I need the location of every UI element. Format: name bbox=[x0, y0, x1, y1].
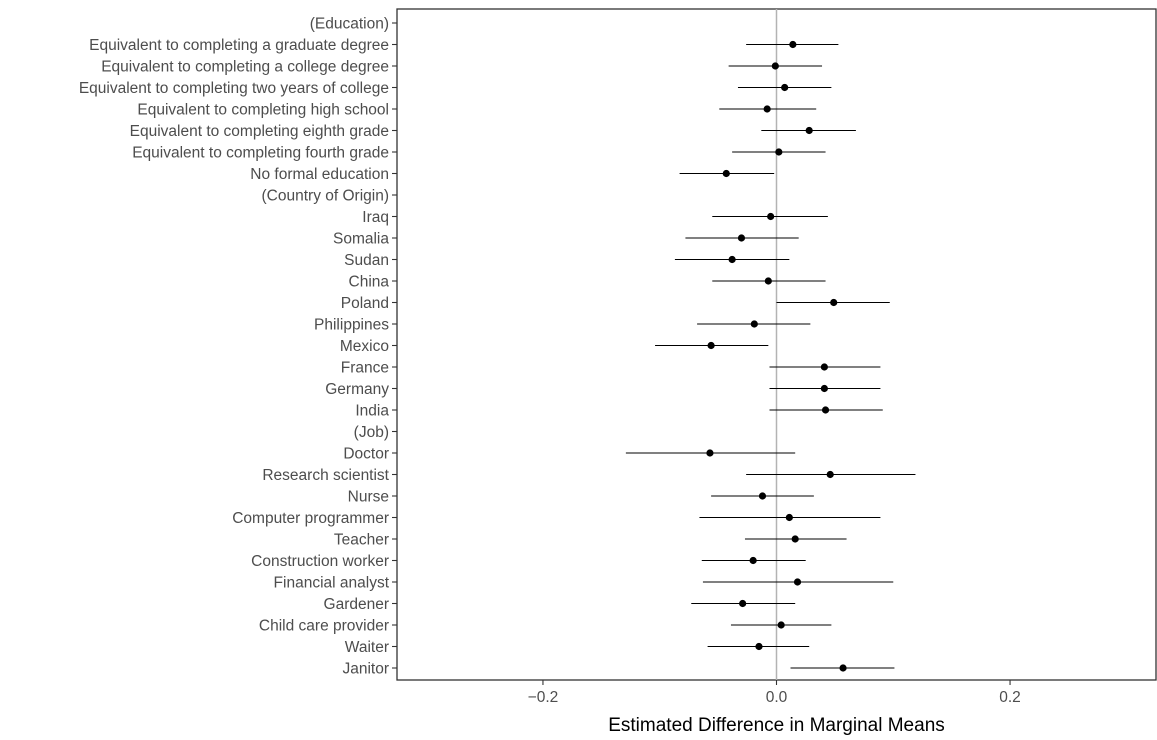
y-tick-label: Nurse bbox=[348, 489, 389, 506]
x-tick-label: 0.2 bbox=[999, 689, 1021, 706]
y-tick-label: India bbox=[355, 403, 389, 420]
y-tick-label: China bbox=[349, 274, 390, 291]
estimate-point bbox=[758, 492, 767, 500]
y-tick-label: Equivalent to completing two years of co… bbox=[79, 80, 389, 97]
y-tick-label: Equivalent to completing high school bbox=[137, 102, 389, 119]
x-tick-label: 0.0 bbox=[766, 689, 788, 706]
x-tick-label: −0.2 bbox=[528, 689, 559, 706]
y-tick-label: Teacher bbox=[334, 532, 389, 549]
y-tick-label: (Country of Origin) bbox=[262, 188, 389, 205]
y-tick-label: No formal education bbox=[250, 166, 389, 183]
estimate-point bbox=[785, 513, 793, 522]
estimate-point bbox=[830, 298, 838, 307]
estimate-point bbox=[781, 83, 789, 92]
y-tick-label: Iraq bbox=[362, 209, 389, 226]
y-tick-label: Somalia bbox=[333, 231, 389, 248]
y-tick-label: Gardener bbox=[324, 596, 389, 613]
y-tick-label: Waiter bbox=[345, 639, 389, 656]
estimate-point bbox=[771, 62, 779, 70]
estimate-point bbox=[750, 320, 758, 328]
y-tick-label: Equivalent to completing a graduate degr… bbox=[89, 37, 389, 54]
y-tick-label: Philippines bbox=[314, 317, 389, 334]
y-tick-label: Financial analyst bbox=[274, 575, 390, 592]
y-tick-label: Janitor bbox=[342, 661, 389, 678]
estimate-point bbox=[777, 621, 785, 629]
estimate-point bbox=[793, 578, 802, 586]
y-tick-label: Mexico bbox=[340, 338, 389, 355]
y-tick-label: (Job) bbox=[354, 424, 389, 441]
estimate-point bbox=[791, 535, 799, 543]
y-tick-label: Poland bbox=[341, 295, 389, 312]
y-tick-label: Construction worker bbox=[251, 553, 389, 570]
x-axis-title: Estimated Difference in Marginal Means bbox=[608, 715, 945, 736]
estimate-point bbox=[820, 384, 828, 393]
y-tick-label: Child care provider bbox=[259, 618, 389, 635]
estimate-point bbox=[789, 40, 797, 49]
y-tick-label: Research scientist bbox=[262, 467, 389, 484]
estimate-point bbox=[775, 148, 783, 156]
y-tick-label: Equivalent to completing fourth grade bbox=[132, 145, 389, 162]
estimate-point bbox=[820, 363, 828, 371]
estimate-point bbox=[826, 470, 834, 479]
y-tick-label: Equivalent to completing eighth grade bbox=[130, 123, 389, 140]
estimate-point bbox=[749, 556, 757, 565]
y-tick-label: France bbox=[341, 360, 389, 377]
y-tick-label: Doctor bbox=[343, 446, 389, 463]
estimate-point bbox=[706, 449, 714, 457]
y-tick-label: Computer programmer bbox=[232, 510, 389, 527]
y-tick-label: (Education) bbox=[310, 16, 389, 33]
estimate-point bbox=[767, 212, 775, 221]
estimate-point bbox=[755, 642, 763, 651]
estimate-point bbox=[722, 169, 730, 178]
estimate-point bbox=[764, 277, 772, 285]
estimate-point bbox=[737, 234, 746, 242]
estimate-point bbox=[763, 105, 771, 113]
y-tick-label: Germany bbox=[325, 381, 389, 398]
estimate-point bbox=[805, 126, 813, 135]
y-tick-label: Equivalent to completing a college degre… bbox=[101, 59, 389, 76]
estimate-point bbox=[728, 255, 736, 264]
estimate-point bbox=[739, 599, 747, 608]
estimate-point bbox=[821, 406, 830, 414]
y-tick-label: Sudan bbox=[344, 252, 389, 269]
estimate-point bbox=[839, 664, 847, 672]
estimate-point bbox=[707, 341, 715, 350]
